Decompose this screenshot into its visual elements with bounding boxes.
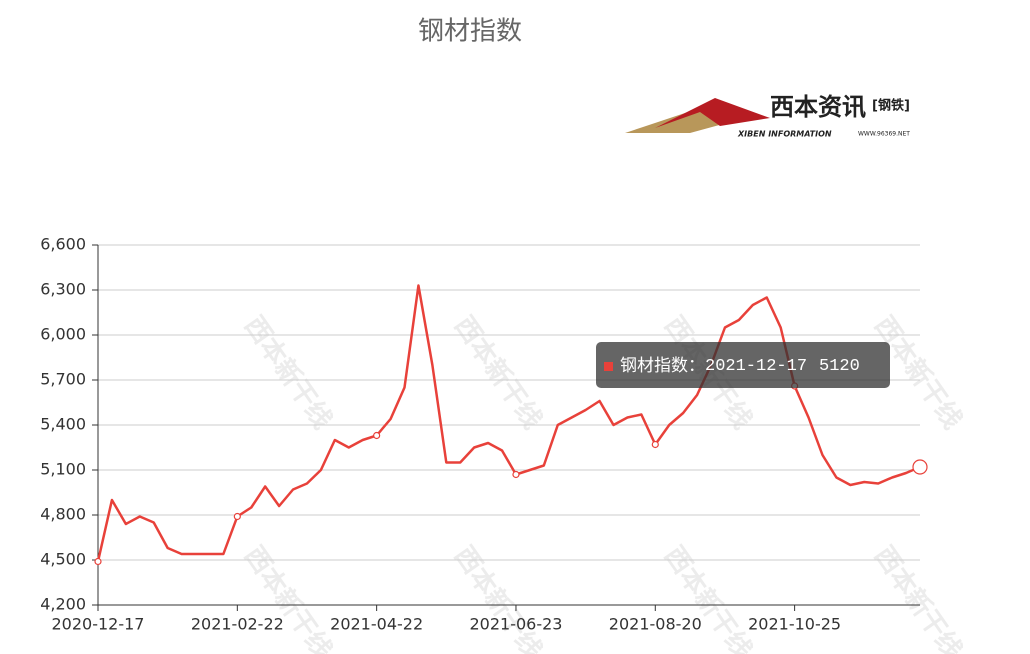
watermark: 西本新干线 <box>238 311 338 435</box>
y-tick-label: 6,600 <box>40 235 86 254</box>
x-tick-label: 2021-08-20 <box>609 615 702 634</box>
line <box>96 284 921 562</box>
watermark: 西本新干线 <box>448 541 548 654</box>
y-tick-label: 4,500 <box>40 550 86 569</box>
logo: 西本资讯 [钢铁] XIBEN INFORMATION WWW.96369.NE… <box>625 93 910 139</box>
tooltip-value: 5120 <box>819 357 860 376</box>
tooltip-series: 钢材指数 <box>620 356 688 376</box>
watermark: 西本新干线 <box>868 541 968 654</box>
x-tick-label: 2021-06-23 <box>469 615 562 634</box>
y-tick-label: 5,400 <box>40 415 86 434</box>
tooltip-marker <box>604 362 613 371</box>
point <box>512 470 520 479</box>
tooltip-box <box>596 342 890 388</box>
x-tick-label: 2021-02-22 <box>191 615 284 634</box>
y-tick-label: 4,800 <box>40 505 86 524</box>
point-highlight <box>912 459 928 475</box>
y-tick-label: 5,100 <box>40 460 86 479</box>
x-tick-label: 2021-04-22 <box>330 615 423 634</box>
watermark: 西本新干线 <box>448 311 548 435</box>
y-tick-label: 6,300 <box>40 280 86 299</box>
logo-brand: 西本资讯 <box>770 93 866 121</box>
tooltip-text: 钢材指数：2021-12-17 5120 <box>620 356 860 376</box>
logo-shape <box>655 98 770 128</box>
chart-title: 钢材指数 <box>418 17 522 47</box>
point <box>94 557 102 566</box>
point <box>233 512 241 521</box>
x-tick-label: 2020-12-17 <box>52 615 145 634</box>
logo-site: WWW.96369.NET <box>858 131 910 138</box>
tooltip: 钢材指数：2021-12-17 5120 <box>596 342 890 388</box>
y-tick-label: 6,000 <box>40 325 86 344</box>
logo-tag: [钢铁] <box>872 98 910 114</box>
watermark: 西本新干线 <box>658 541 758 654</box>
tooltip-separator: ： <box>688 356 705 376</box>
logo-english: XIBEN INFORMATION <box>737 130 832 139</box>
y-tick-label: 4,200 <box>40 595 86 614</box>
tooltip-date: 2021-12-17 <box>705 357 807 376</box>
point <box>651 440 659 449</box>
point <box>373 431 381 440</box>
watermark: 西本新干线 <box>238 541 338 654</box>
x-tick-label: 2021-10-25 <box>748 615 841 634</box>
y-tick-label: 5,700 <box>40 370 86 389</box>
